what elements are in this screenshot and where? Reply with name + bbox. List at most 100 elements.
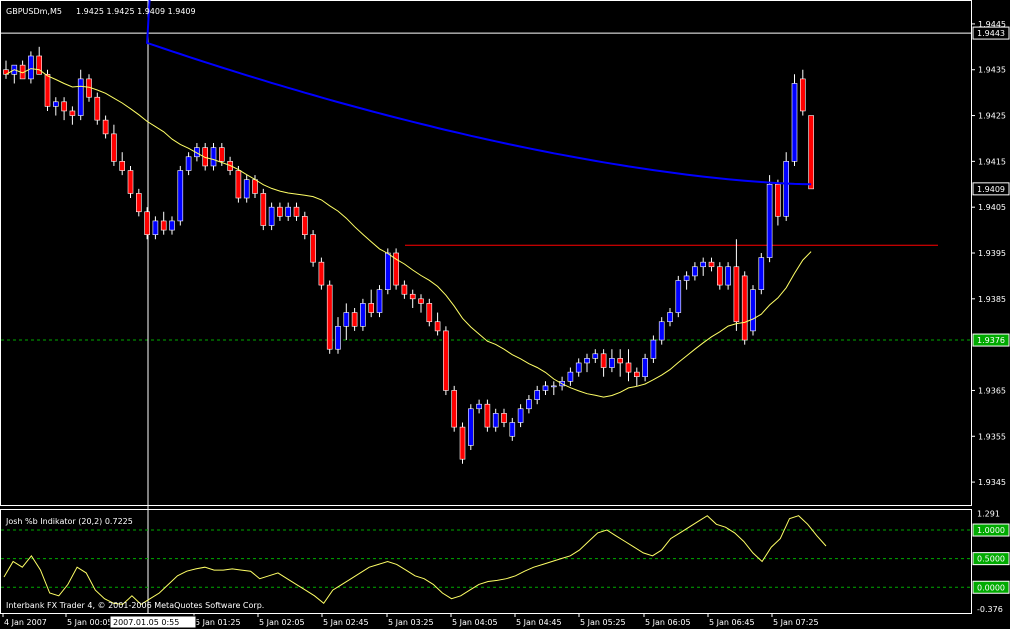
candle-body[interactable] (160, 220, 167, 231)
candle-body[interactable] (426, 303, 433, 323)
candle-body[interactable] (136, 193, 142, 213)
candle-body[interactable] (783, 161, 790, 217)
x-axis-tick-label: 5 Jan 02:05 (259, 618, 305, 627)
candle-body[interactable] (534, 390, 541, 400)
candle-body[interactable] (94, 96, 101, 121)
candle-body[interactable] (61, 101, 67, 112)
candle-body[interactable] (393, 252, 399, 286)
candle-body[interactable] (111, 133, 117, 162)
candle-body[interactable] (716, 266, 723, 286)
candle-body[interactable] (310, 234, 316, 263)
candle-body[interactable] (243, 179, 250, 199)
candle-body[interactable] (360, 303, 366, 327)
candle-body[interactable] (443, 330, 449, 391)
candle-body[interactable] (733, 266, 740, 323)
candle-body[interactable] (658, 321, 665, 341)
candle-body[interactable] (343, 312, 350, 327)
candle-body[interactable] (210, 147, 217, 167)
candle-body[interactable] (708, 261, 715, 268)
candle-body[interactable] (675, 280, 682, 313)
candle-body[interactable] (517, 408, 524, 423)
candle-body[interactable] (194, 147, 200, 158)
candle-body[interactable] (351, 312, 358, 327)
candle-body[interactable] (44, 74, 51, 107)
candle-body[interactable] (177, 170, 184, 222)
candle-body[interactable] (633, 371, 640, 378)
candle-body[interactable] (268, 206, 275, 226)
candle-body[interactable] (335, 326, 341, 350)
candle-body[interactable] (144, 211, 150, 235)
candle-body[interactable] (451, 390, 458, 428)
candle-body[interactable] (434, 321, 441, 332)
candle-body[interactable] (301, 216, 308, 235)
indicator-plot-area (1, 515, 971, 606)
candle-body[interactable] (69, 110, 76, 116)
candle-body[interactable] (476, 403, 482, 410)
candle-body[interactable] (650, 339, 657, 359)
candle-body[interactable] (119, 161, 125, 171)
candle-body[interactable] (376, 289, 383, 313)
candle-body[interactable] (808, 115, 814, 190)
x-axis-tick-label: 5 Jan 03:25 (388, 618, 434, 627)
candle-body[interactable] (127, 170, 134, 194)
candle-body[interactable] (567, 371, 574, 382)
candle-body[interactable] (542, 385, 549, 391)
candle-body[interactable] (152, 220, 159, 235)
candle-body[interactable] (575, 362, 582, 373)
candle-body[interactable] (667, 312, 673, 323)
candle-body[interactable] (28, 55, 34, 80)
candle-body[interactable] (700, 261, 707, 268)
candle-body[interactable] (368, 303, 375, 313)
candle-body[interactable] (799, 78, 806, 112)
candle-body[interactable] (600, 353, 607, 368)
candle-body[interactable] (766, 183, 773, 258)
candle-body[interactable] (758, 257, 765, 290)
candle-body[interactable] (260, 193, 267, 226)
candle-body[interactable] (235, 170, 242, 199)
candle-body[interactable] (77, 78, 84, 116)
candle-body[interactable] (169, 220, 175, 231)
candle-body[interactable] (202, 147, 208, 167)
candle-body[interactable] (219, 147, 225, 162)
candle-body[interactable] (509, 422, 516, 437)
candle-body[interactable] (775, 183, 781, 217)
candle-body[interactable] (52, 101, 59, 107)
candle-body[interactable] (501, 413, 507, 423)
candle-body[interactable] (642, 358, 648, 378)
candle-body[interactable] (277, 206, 283, 217)
y-axis-tick-label: 1.9365 (978, 386, 1006, 395)
candle-body[interactable] (526, 399, 532, 410)
x-axis-tick-label: 4 Jan 2007 (4, 618, 47, 627)
candle-body[interactable] (36, 55, 43, 75)
candle-body[interactable] (418, 298, 424, 304)
candle-body[interactable] (102, 119, 109, 135)
candle-body[interactable] (467, 408, 474, 446)
candle-body[interactable] (750, 289, 756, 332)
candle-body[interactable] (318, 261, 325, 286)
candle-body[interactable] (592, 353, 599, 359)
candle-body[interactable] (252, 179, 258, 194)
candle-body[interactable] (725, 266, 731, 286)
candle-body[interactable] (401, 284, 408, 295)
candle-body[interactable] (625, 362, 632, 373)
candle-body[interactable] (293, 206, 300, 217)
candle-body[interactable] (185, 156, 192, 171)
candle-body[interactable] (384, 252, 391, 290)
candle-body[interactable] (683, 275, 690, 281)
candle-body[interactable] (617, 358, 624, 364)
candle-body[interactable] (484, 403, 491, 428)
candle-body[interactable] (550, 385, 557, 388)
candle-body[interactable] (285, 206, 292, 217)
candle-body[interactable] (609, 358, 615, 368)
candle-body[interactable] (3, 69, 9, 75)
candle-body[interactable] (741, 275, 748, 341)
candle-body[interactable] (584, 358, 590, 364)
candle-body[interactable] (791, 83, 798, 162)
candle-body[interactable] (492, 413, 499, 428)
candle-body[interactable] (692, 266, 698, 277)
y-axis-tick-label: 1.9405 (978, 203, 1006, 212)
candle-body[interactable] (326, 284, 333, 350)
candle-body[interactable] (459, 426, 466, 460)
candle-body[interactable] (409, 293, 416, 300)
